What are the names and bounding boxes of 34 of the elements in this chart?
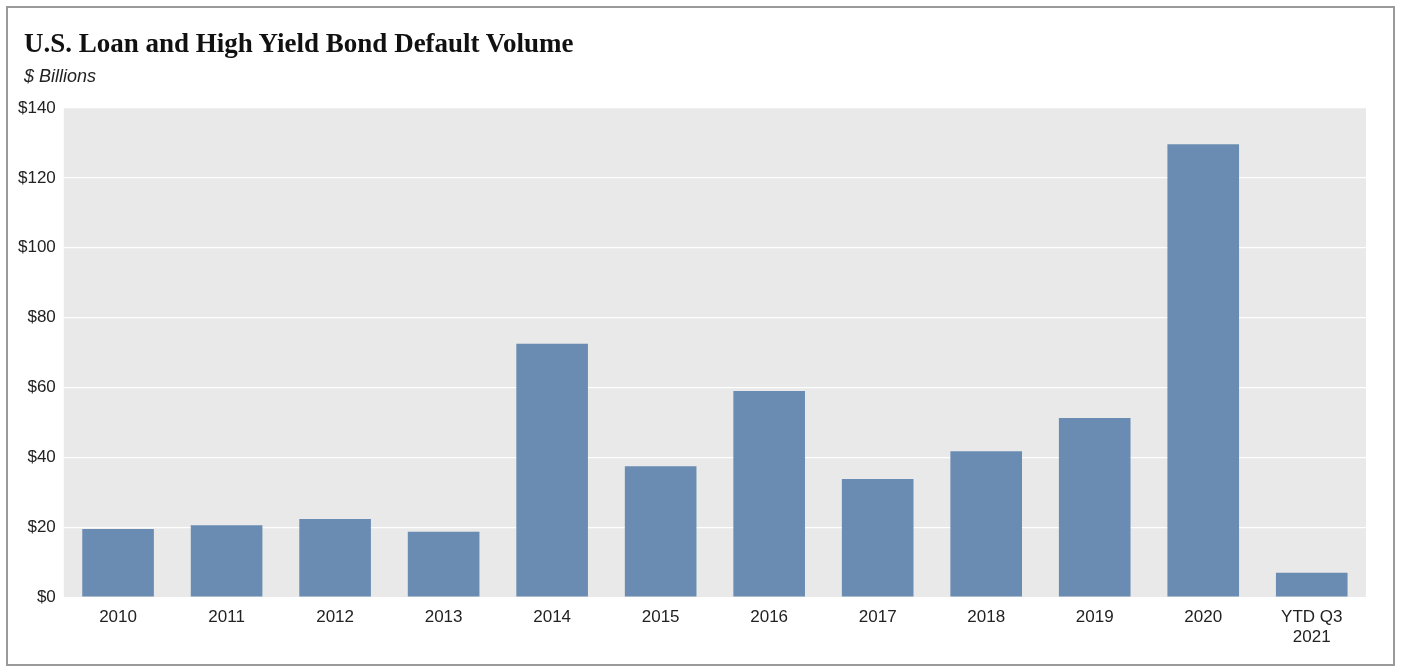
chart-subtitle: $ Billions — [24, 66, 97, 87]
y-tick-label: $40 — [27, 447, 56, 467]
x-tick-label: 2012 — [316, 607, 355, 627]
chart-title: U.S. Loan and High Yield Bond Default Volume — [24, 28, 574, 59]
x-tick-label: YTD Q3 2021 — [1281, 607, 1343, 647]
bar — [733, 391, 805, 597]
y-tick-label: $20 — [27, 517, 56, 536]
x-tick-label: 2010 — [99, 607, 137, 627]
x-tick-label: 2013 — [424, 607, 463, 627]
x-tick-label: 2014 — [533, 607, 572, 627]
bar — [190, 525, 263, 597]
x-tick-label: 2019 — [1075, 607, 1114, 627]
x-tick-label: 2015 — [641, 607, 680, 627]
bar — [82, 529, 154, 597]
bar — [1275, 572, 1348, 597]
bar — [624, 466, 697, 597]
x-tick-label: 2017 — [858, 607, 897, 627]
x-tick-label: 2016 — [750, 607, 789, 627]
x-tick-label: 2011 — [208, 607, 245, 627]
bar — [516, 343, 588, 597]
y-tick-label: $60 — [27, 377, 56, 397]
x-tick-label: 2018 — [967, 607, 1006, 627]
bar — [950, 451, 1023, 597]
bar — [1058, 417, 1131, 597]
bar — [299, 518, 371, 597]
bar — [1167, 144, 1240, 597]
y-tick-label: $120 — [17, 167, 56, 187]
x-tick-label: 2020 — [1184, 607, 1223, 627]
bar — [841, 479, 914, 597]
y-tick-label: $0 — [36, 586, 56, 606]
y-tick-label: $80 — [27, 307, 56, 327]
y-tick-label: $140 — [17, 97, 56, 117]
bar — [407, 531, 480, 597]
y-tick-label: $100 — [17, 237, 56, 257]
